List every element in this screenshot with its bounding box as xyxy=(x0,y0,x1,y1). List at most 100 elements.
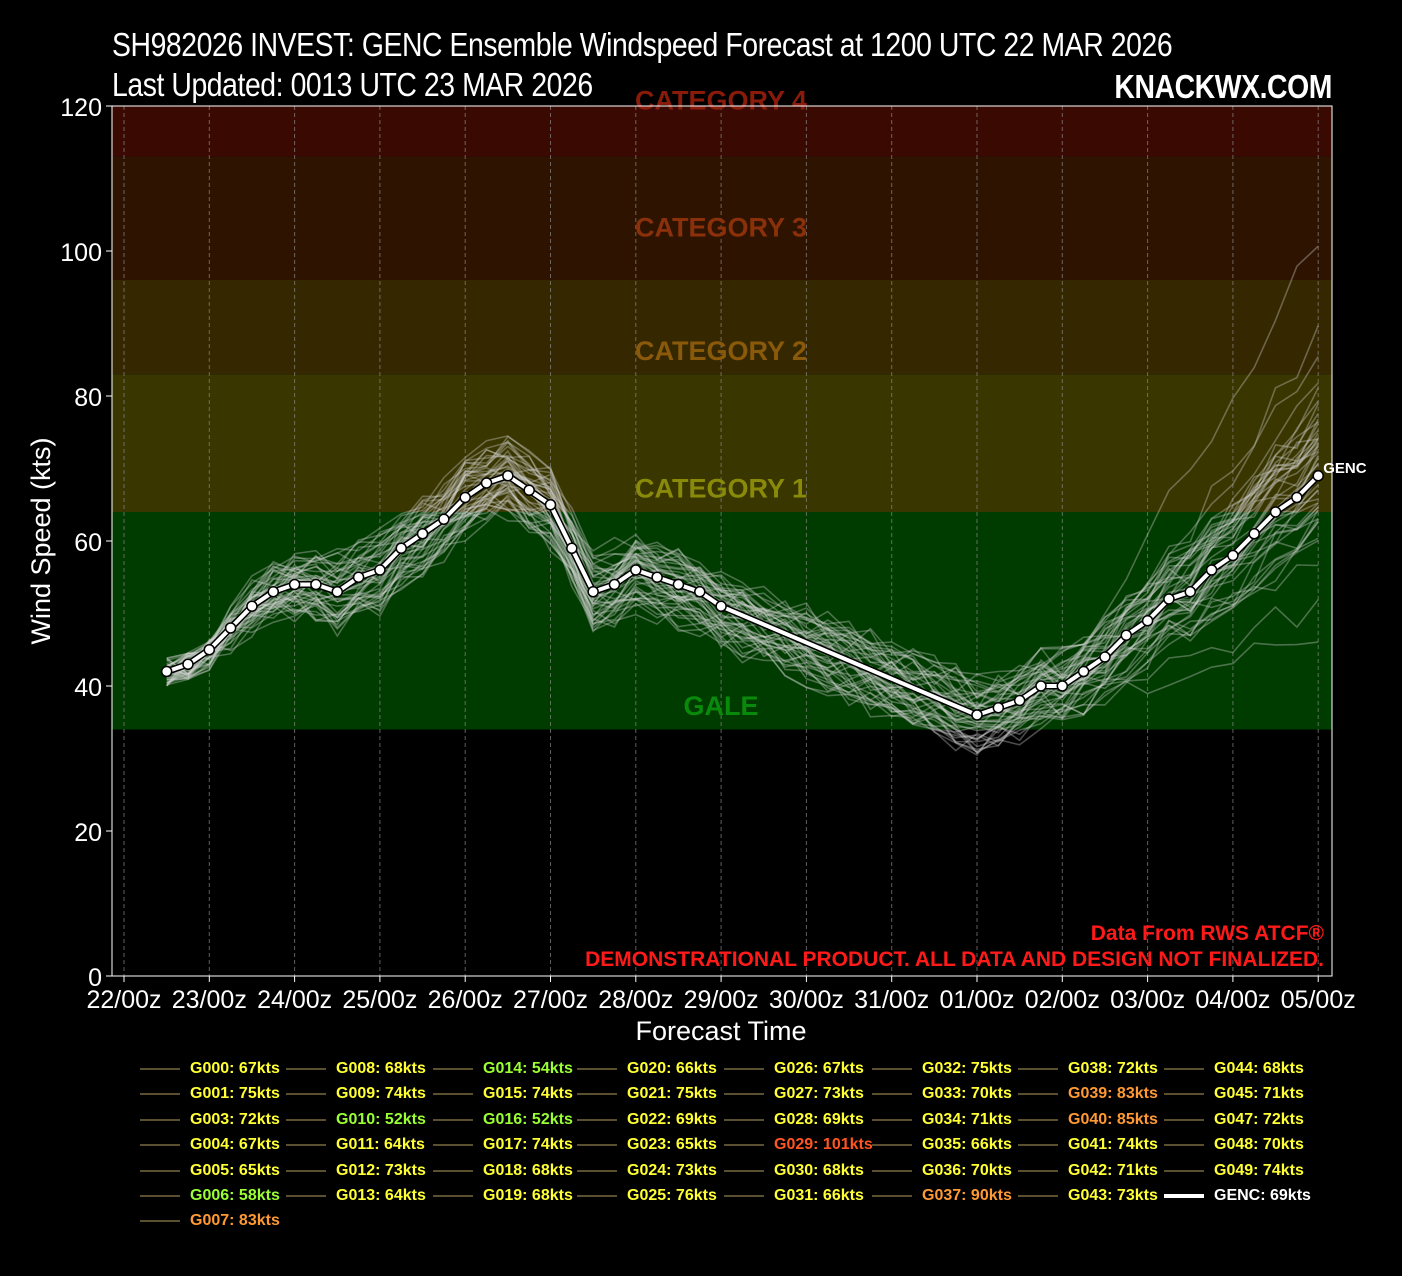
genc-point xyxy=(1013,694,1026,707)
legend-label: G018: 68kts xyxy=(483,1161,573,1179)
legend-item: G004: 67kts xyxy=(140,1134,280,1156)
chart-subtitle: Last Updated: 0013 UTC 23 MAR 2026 xyxy=(112,66,593,103)
ensemble-member-line xyxy=(166,400,1319,710)
x-tick-label: 26/00z xyxy=(428,986,503,1014)
legend-label: G034: 71kts xyxy=(922,1110,1012,1128)
legend-label: G015: 74kts xyxy=(483,1085,573,1103)
legend-swatch xyxy=(1164,1118,1204,1121)
legend-item: G025: 76kts xyxy=(577,1185,717,1207)
legend-item: G026: 67kts xyxy=(724,1058,864,1080)
legend-swatch xyxy=(1164,1093,1204,1096)
genc-point xyxy=(1077,665,1090,678)
legend-label: G022: 69kts xyxy=(627,1110,717,1128)
legend-swatch xyxy=(140,1220,180,1223)
legend-item: G035: 66kts xyxy=(872,1134,1012,1156)
legend-label: G014: 54kts xyxy=(483,1060,573,1077)
genc-point xyxy=(459,491,471,504)
legend-label: G036: 70kts xyxy=(922,1161,1012,1179)
legend-item: G015: 74kts xyxy=(433,1083,573,1105)
genc-point xyxy=(374,564,386,576)
legend-label: G004: 67kts xyxy=(190,1136,280,1154)
legend-swatch xyxy=(724,1118,764,1121)
legend-label: G000: 67kts xyxy=(190,1060,280,1077)
genc-point xyxy=(694,586,706,598)
legend-swatch xyxy=(1018,1195,1058,1197)
legend-item: G049: 74kts xyxy=(1164,1160,1304,1182)
genc-point xyxy=(587,586,599,598)
ensemble-member-line xyxy=(166,486,1319,740)
legend-swatch xyxy=(286,1144,326,1147)
y-tick-label: 120 xyxy=(60,94,102,122)
genc-point xyxy=(544,499,557,511)
genc-point xyxy=(267,586,280,598)
legend-swatch xyxy=(286,1169,326,1172)
genc-point xyxy=(480,477,493,489)
ensemble-member-line xyxy=(166,423,1319,696)
legend-item: G032: 75kts xyxy=(872,1058,1012,1080)
legend-swatch xyxy=(433,1093,473,1096)
x-tick-label: 02/00z xyxy=(1025,986,1100,1014)
ensemble-member-line xyxy=(166,455,1319,752)
band-category-4 xyxy=(112,106,1332,157)
legend-swatch xyxy=(872,1093,912,1096)
ensemble-member-line xyxy=(166,325,1319,732)
legend-swatch xyxy=(140,1093,180,1096)
genc-point xyxy=(331,586,343,598)
legend-item: G031: 66kts xyxy=(724,1185,864,1207)
legend-swatch xyxy=(140,1068,180,1070)
legend-item: G000: 67kts xyxy=(140,1058,280,1080)
legend-swatch xyxy=(872,1144,912,1147)
legend-swatch xyxy=(577,1144,617,1147)
legend-label: G008: 68kts xyxy=(336,1060,426,1077)
legend-swatch xyxy=(1018,1093,1058,1096)
x-tick-label: 31/00z xyxy=(854,986,929,1014)
legend-item: G041: 74kts xyxy=(1018,1134,1158,1156)
genc-point xyxy=(416,528,429,540)
legend-item: G005: 65kts xyxy=(140,1160,280,1182)
legend-item: G020: 66kts xyxy=(577,1058,717,1080)
genc-point xyxy=(1312,470,1324,482)
legend-item: G023: 65kts xyxy=(577,1134,717,1156)
legend-label: G011: 64kts xyxy=(336,1136,425,1154)
legend-label: G041: 74kts xyxy=(1068,1136,1158,1154)
genc-point xyxy=(672,578,685,591)
legend-swatch xyxy=(577,1195,617,1197)
x-tick-label: 03/00z xyxy=(1110,986,1185,1014)
legend-item: G019: 68kts xyxy=(433,1185,573,1207)
legend-swatch xyxy=(577,1118,617,1121)
legend-item: G007: 83kts xyxy=(140,1210,280,1232)
legend-item: G018: 68kts xyxy=(433,1160,573,1182)
x-tick-label: 25/00z xyxy=(342,986,417,1014)
legend-label: G035: 66kts xyxy=(922,1136,1012,1154)
band-gale xyxy=(112,512,1332,730)
legend-label: G042: 71kts xyxy=(1068,1161,1158,1179)
chart-title: SH982026 INVEST: GENC Ensemble Windspeed… xyxy=(112,26,1173,63)
genc-point xyxy=(651,571,663,583)
genc-point xyxy=(438,513,450,525)
x-tick-label: 05/00z xyxy=(1281,986,1356,1014)
legend-label: G025: 76kts xyxy=(627,1187,717,1204)
legend-label: G047: 72kts xyxy=(1214,1110,1304,1128)
legend-label: G039: 83kts xyxy=(1068,1085,1158,1103)
legend-label: G010: 52kts xyxy=(336,1110,426,1128)
legend-swatch xyxy=(1018,1169,1058,1172)
band-label: GALE xyxy=(683,691,758,721)
legend-label: G017: 74kts xyxy=(483,1136,573,1154)
legend-item: G029: 101kts xyxy=(724,1134,873,1156)
legend-swatch xyxy=(433,1144,473,1147)
genc-point xyxy=(352,571,365,583)
band-label: CATEGORY 2 xyxy=(635,336,807,366)
ensemble-member-line xyxy=(166,495,1319,755)
ensemble-member-line xyxy=(166,435,1319,682)
y-tick-label: 0 xyxy=(88,964,102,992)
legend-label: G006: 58kts xyxy=(190,1187,280,1204)
legend-item: G011: 64kts xyxy=(286,1134,425,1156)
genc-point xyxy=(523,484,535,496)
legend-label: G027: 73kts xyxy=(774,1085,864,1103)
brand-label: KNACKWX.COM xyxy=(1114,68,1332,105)
band-label: CATEGORY 3 xyxy=(635,213,807,243)
x-tick-label: 01/00z xyxy=(939,986,1014,1014)
legend-label: G038: 72kts xyxy=(1068,1060,1158,1077)
genc-point xyxy=(246,600,258,612)
genc-point xyxy=(288,578,301,591)
